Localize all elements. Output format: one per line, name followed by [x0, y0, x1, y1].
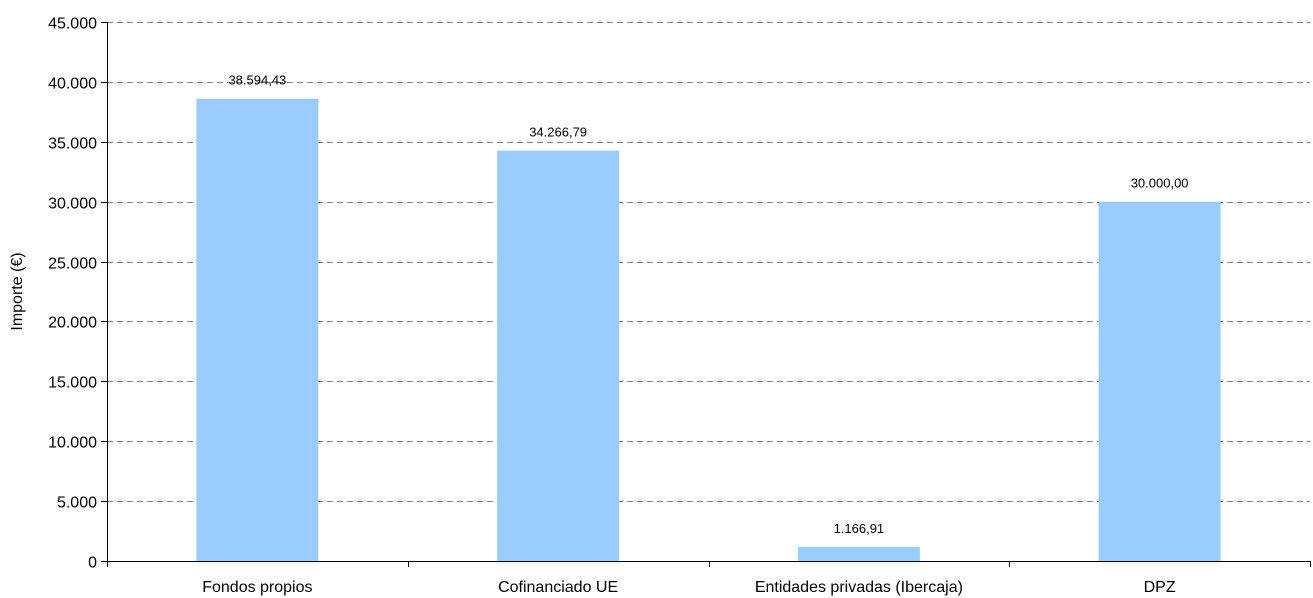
bar	[497, 150, 620, 561]
data-labels: 38.594,43 34.266,79 1.166,91 30.000,00	[228, 73, 1188, 536]
bars	[196, 98, 1221, 562]
y-tick-label: 35.000	[48, 136, 97, 153]
bar	[797, 547, 920, 561]
category-labels: Fondos propios Cofinanciado UE Entidades p…	[202, 579, 1176, 596]
y-tick-labels: 0 5.000 10.000 15.000 20.000 25.000 30.000 35.0…	[48, 16, 97, 572]
data-label: 34.266,79	[529, 125, 587, 140]
y-tick-label: 20.000	[48, 315, 97, 332]
y-tick-label: 15.000	[48, 375, 97, 392]
bar	[1098, 201, 1221, 561]
data-label: 38.594,43	[228, 73, 286, 88]
category-label: Entidades privadas (Ibercaja)	[755, 579, 963, 596]
y-tick-label: 45.000	[48, 16, 97, 33]
bar	[196, 98, 319, 562]
y-tick-label: 10.000	[48, 435, 97, 452]
y-tick-label: 30.000	[48, 196, 97, 213]
category-label: Cofinanciado UE	[498, 579, 618, 596]
y-tick-label: 40.000	[48, 76, 97, 93]
category-label: DPZ	[1144, 579, 1176, 596]
category-label: Fondos propios	[202, 579, 312, 596]
y-tick-label: 5.000	[57, 495, 97, 512]
data-label: 1.166,91	[834, 521, 885, 536]
axes	[101, 22, 1311, 567]
y-tick-label: 25.000	[48, 256, 97, 273]
data-label: 30.000,00	[1131, 176, 1189, 191]
y-axis-title: Importe (€)	[9, 252, 26, 330]
y-tick-label: 0	[88, 555, 97, 572]
